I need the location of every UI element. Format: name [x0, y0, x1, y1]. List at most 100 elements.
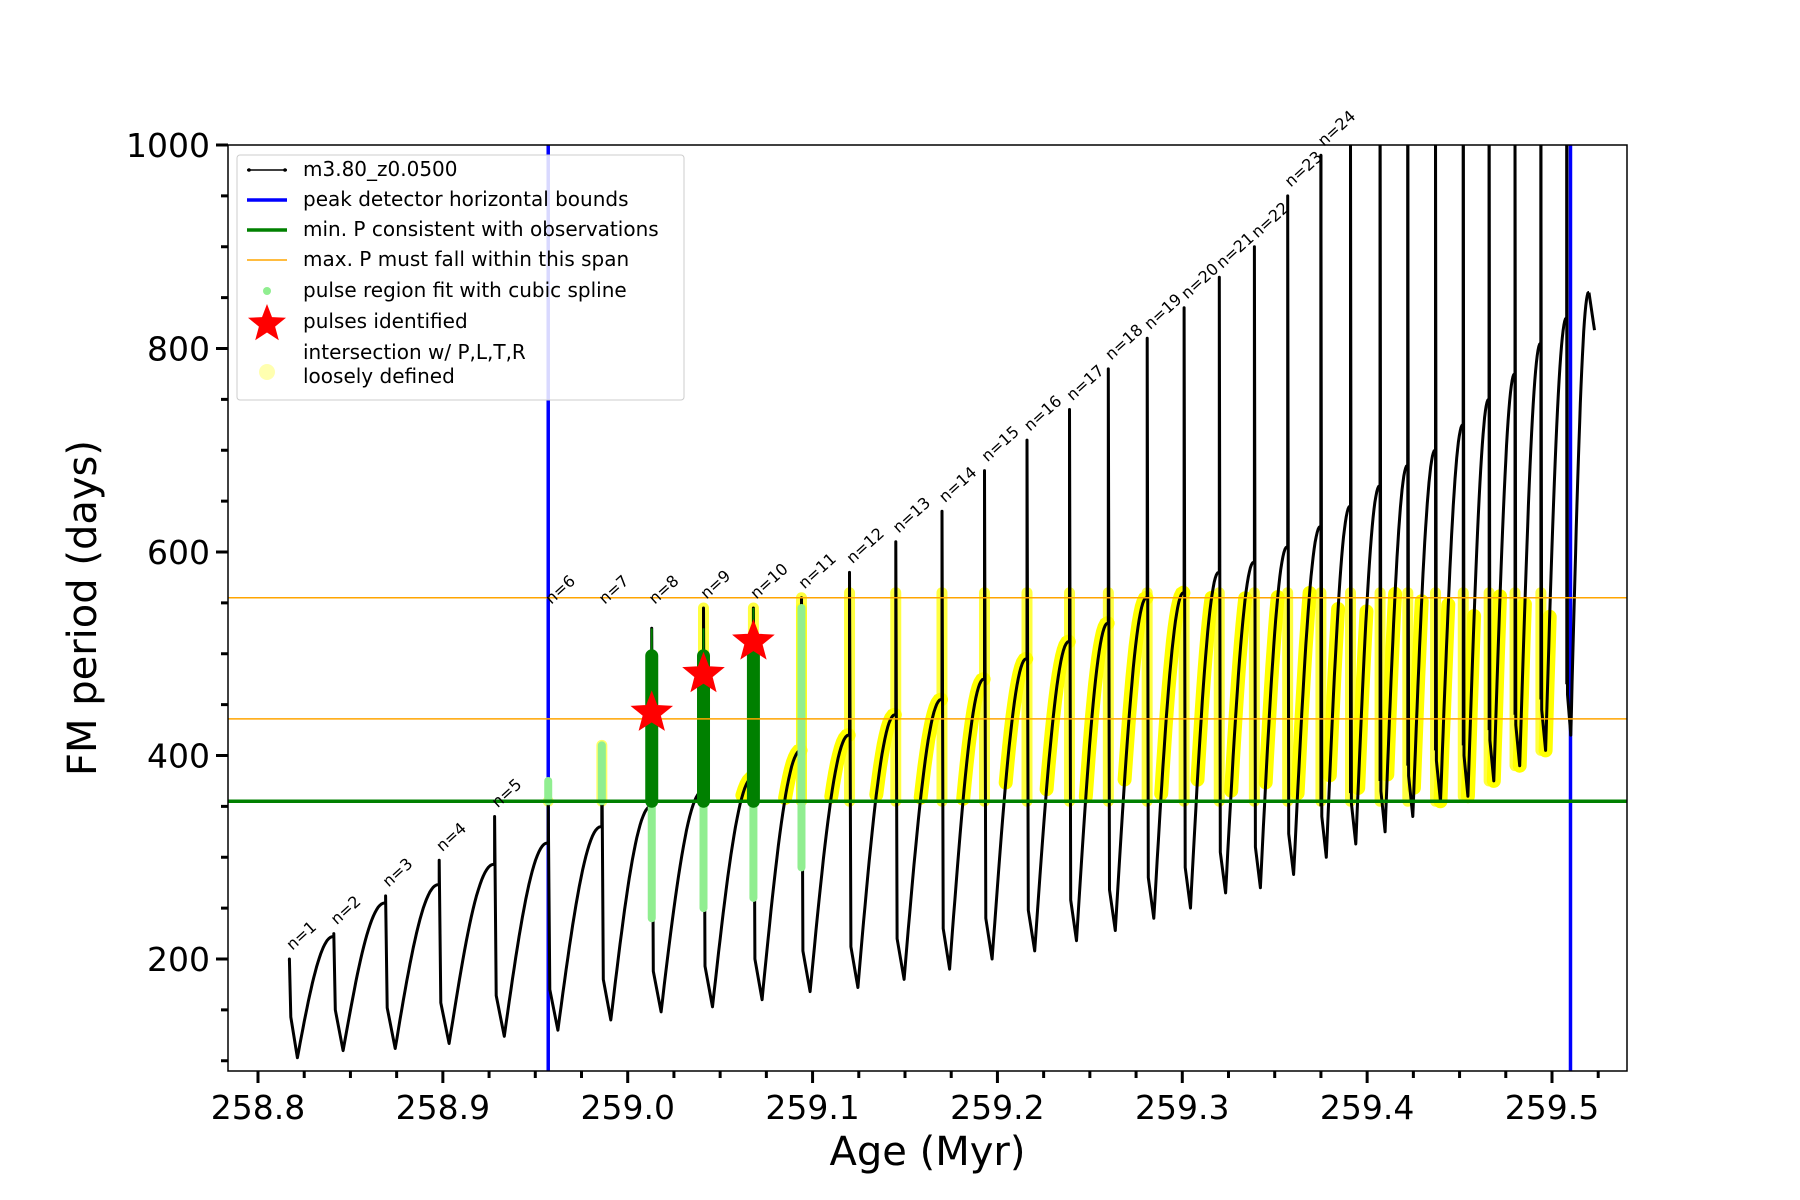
- pulse-label-4: n=4: [432, 818, 470, 855]
- model-cycle-9: [702, 606, 754, 1009]
- legend-label-2: min. P consistent with observations: [303, 217, 659, 241]
- model-cycle-5: [493, 815, 549, 1038]
- pulse-label-13: n=13: [889, 493, 934, 536]
- legend-label-line: intersection w/ P,L,T,R: [303, 340, 526, 364]
- legend-label-line: pulses identified: [303, 309, 468, 333]
- pulse-label-12: n=12: [842, 524, 887, 567]
- model-cycle-16: [1025, 438, 1071, 953]
- model-cycle-21: [1217, 275, 1256, 895]
- y-tick-label: 400: [147, 737, 210, 776]
- pulses-identified-layer: [630, 619, 775, 731]
- model-cycle-26: [1378, 145, 1409, 834]
- legend-handle-model-dot: [247, 168, 251, 172]
- legend-label-1: peak detector horizontal bounds: [303, 187, 629, 211]
- pulse-label-20: n=20: [1177, 259, 1222, 302]
- legend-handle-yellow-dot: [259, 364, 275, 380]
- model-cycle-13: [894, 540, 943, 981]
- legend-label-4: pulse region fit with cubic spline: [303, 278, 627, 302]
- pulse-label-22: n=22: [1247, 198, 1292, 241]
- model-cycle-7: [600, 743, 653, 1022]
- model-cycle-33: [1565, 145, 1590, 737]
- legend-label-line: min. P consistent with observations: [303, 217, 659, 241]
- model-cycle-4: [437, 858, 495, 1045]
- legend-label-line: pulse region fit with cubic spline: [303, 278, 627, 302]
- pulse-label-10: n=10: [746, 559, 791, 602]
- model-cycle-12: [848, 570, 897, 989]
- model-cycle-17: [1068, 408, 1110, 943]
- model-cycle-29: [1461, 145, 1491, 798]
- y-tick-label: 200: [147, 940, 210, 979]
- pulse-label-18: n=18: [1101, 320, 1146, 363]
- pulse-label-1: n=1: [282, 917, 320, 954]
- x-tick-label: 259.4: [1320, 1088, 1414, 1127]
- legend-label-line: m3.80_z0.0500: [303, 157, 458, 181]
- x-tick-label: 259.3: [1135, 1088, 1229, 1127]
- pulse-label-17: n=17: [1062, 361, 1107, 404]
- pulse-label-11: n=11: [794, 549, 839, 592]
- legend-label-0: m3.80_z0.0500: [303, 157, 458, 181]
- plot-frame: [227, 144, 1628, 1072]
- model-cycle-14: [940, 509, 986, 971]
- legend-label-line: loosely defined: [303, 364, 455, 388]
- legend-label-5: pulses identified: [303, 309, 468, 333]
- pulse-star-9: [682, 651, 725, 693]
- x-tick-label: 258.9: [396, 1088, 490, 1127]
- legend-label-3: max. P must fall within this span: [303, 247, 629, 271]
- model-cycle-24: [1319, 153, 1352, 859]
- model-cycle-11: [800, 596, 851, 994]
- model-cycle-20: [1182, 306, 1221, 910]
- x-tick-label: 258.8: [211, 1088, 305, 1127]
- model-cycle-3: [384, 883, 440, 1050]
- x-axis-title: Age (Myr): [830, 1129, 1026, 1175]
- model-cycle-6: [546, 799, 603, 1032]
- model-series-layer: [287, 145, 1597, 1060]
- y-axis-title: FM period (days): [60, 440, 106, 776]
- y-tick-label: 1000: [126, 126, 210, 165]
- model-cycle-10: [751, 606, 802, 1002]
- horizontal-lines-layer: [228, 597, 1627, 804]
- y-tick-label: 600: [147, 533, 210, 572]
- legend-handle-dot: [263, 287, 271, 295]
- pulse-label-14: n=14: [935, 463, 980, 506]
- axes-layer: 258.8 258.9 259.0 259.1 259.2 259.3 259.4 259.5…: [60, 126, 1628, 1175]
- model-tail: [1587, 292, 1597, 331]
- pulse-label-24: n=24: [1314, 106, 1359, 149]
- x-tick-label: 259.2: [950, 1088, 1044, 1127]
- pulse-label-23: n=23: [1281, 147, 1326, 190]
- model-cycle-18: [1106, 367, 1148, 932]
- model-cycle-32: [1539, 145, 1568, 752]
- legend-box: [236, 154, 685, 401]
- model-cycle-27: [1406, 145, 1437, 818]
- pulse-label-3: n=3: [379, 854, 417, 891]
- legend-handle-star: [248, 304, 286, 341]
- legend-label-6: intersection w/ P,L,T,R loosely defined: [303, 340, 526, 388]
- x-tick-label: 259.0: [580, 1088, 674, 1127]
- legend-label-line: max. P must fall within this span: [303, 247, 629, 271]
- y-tick-label: 800: [147, 330, 210, 369]
- x-tick-label: 259.5: [1505, 1088, 1599, 1127]
- legend-label-line: peak detector horizontal bounds: [303, 187, 629, 211]
- pulse-label-7: n=7: [595, 571, 633, 608]
- model-cycle-28: [1434, 145, 1465, 803]
- pulse-label-5: n=5: [488, 775, 526, 812]
- x-tick-label: 259.1: [765, 1088, 859, 1127]
- model-cycle-31: [1513, 145, 1542, 768]
- pulse-label-19: n=19: [1140, 290, 1185, 333]
- model-cycle-19: [1145, 336, 1185, 920]
- legend-handle-model-dot: [283, 168, 287, 172]
- pulse-label-16: n=16: [1020, 391, 1065, 434]
- model-cycle-1: [287, 935, 335, 1060]
- model-cycle-22: [1252, 245, 1289, 890]
- model-cycle-15: [983, 469, 1028, 961]
- model-cycle-23: [1286, 194, 1322, 876]
- model-cycle-30: [1487, 145, 1516, 783]
- pulse-label-8: n=8: [645, 571, 683, 608]
- model-cycle-8: [650, 626, 704, 1014]
- pulse-star-10: [732, 619, 775, 660]
- pulse-star-8: [630, 690, 674, 731]
- model-cycle-2: [332, 901, 386, 1053]
- pulse-label-15: n=15: [977, 422, 1022, 465]
